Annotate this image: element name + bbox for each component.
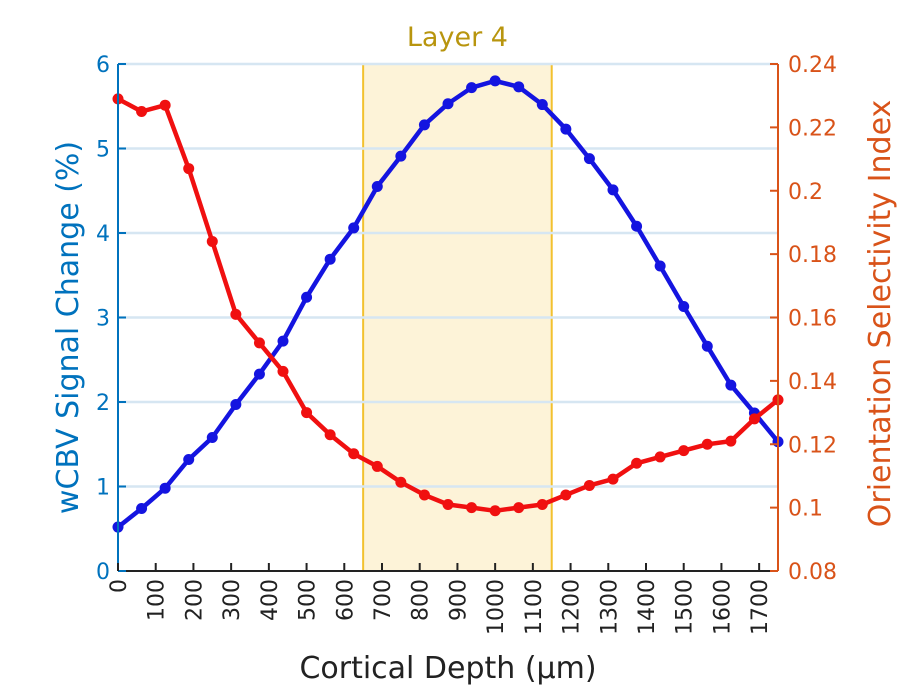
- wcbv-data-point: [395, 150, 407, 162]
- osi-data-point: [418, 489, 430, 501]
- osi-data-point: [536, 498, 548, 510]
- wcbv-data-point: [536, 99, 548, 111]
- osi-data-point: [560, 489, 572, 501]
- osi-data-point: [748, 413, 760, 425]
- wcbv-data-point: [654, 260, 666, 272]
- x-tick-label: 900: [446, 579, 471, 621]
- left-y-tick-label: 4: [96, 222, 110, 247]
- wcbv-data-point: [371, 181, 383, 193]
- x-axis-title: Cortical Depth (μm): [299, 651, 596, 686]
- osi-data-point: [183, 163, 195, 175]
- x-tick-label: 200: [182, 579, 207, 621]
- wcbv-data-point: [701, 340, 713, 352]
- x-tick-label: 0: [107, 579, 132, 593]
- osi-data-point: [371, 460, 383, 472]
- left-y-tick-label: 5: [96, 138, 110, 163]
- x-tick-label: 700: [371, 579, 396, 621]
- osi-data-point: [701, 438, 713, 450]
- grid-lines: [118, 62, 778, 488]
- wcbv-data-point: [466, 82, 478, 94]
- right-y-tick-label: 0.16: [788, 307, 837, 332]
- wcbv-data-point: [206, 431, 218, 443]
- right-y-tick-label: 0.1: [788, 497, 823, 522]
- x-tick-label: 1600: [710, 579, 735, 635]
- series-group: [112, 75, 784, 533]
- osi-data-point: [678, 445, 690, 457]
- left-y-tick-label: 6: [96, 53, 110, 78]
- wcbv-data-point: [230, 399, 242, 411]
- wcbv-data-point: [277, 335, 289, 347]
- osi-data-point: [253, 337, 265, 349]
- wcbv-data-point: [513, 81, 525, 93]
- osi-data-point: [631, 457, 643, 469]
- x-tick-label: 500: [296, 579, 321, 621]
- wcbv-data-point: [136, 502, 148, 514]
- osi-data-point: [277, 365, 289, 377]
- x-tick-label: 1400: [635, 579, 660, 635]
- osi-data-point: [654, 451, 666, 463]
- x-tick-label: 800: [409, 579, 434, 621]
- x-tick-label: 1700: [748, 579, 773, 635]
- osi-data-point: [136, 106, 148, 118]
- osi-data-point: [725, 435, 737, 447]
- wcbv-data-point: [607, 184, 619, 196]
- osi-data-point: [513, 502, 525, 514]
- wcbv-data-point: [631, 220, 643, 232]
- x-tick-label: 100: [145, 579, 170, 621]
- wcbv-data-point: [560, 123, 572, 135]
- wcbv-data-point: [159, 482, 171, 494]
- left-y-tick-label: 1: [96, 476, 110, 501]
- left-y-tick-label: 0: [96, 560, 110, 585]
- right-y-tick-label: 0.08: [788, 560, 837, 585]
- right-y-tick-label: 0.12: [788, 433, 837, 458]
- x-tick-label: 1200: [560, 579, 585, 635]
- osi-data-point: [348, 448, 360, 460]
- osi-data-point: [583, 479, 595, 491]
- right-y-axis-title: Orientation Selectivity Index: [863, 100, 898, 528]
- osi-data-point: [206, 235, 218, 247]
- x-tick-label: 1500: [673, 579, 698, 635]
- x-tick-label: 400: [258, 579, 283, 621]
- osi-data-point: [301, 407, 313, 419]
- band-label: Layer 4: [407, 22, 508, 53]
- wcbv-data-point: [418, 119, 430, 131]
- osi-data-point: [442, 498, 454, 510]
- wcbv-data-point: [489, 75, 501, 87]
- left-y-axis-title: wCBV Signal Change (%): [51, 141, 86, 514]
- axes: 0 1 2 3 4 5 6 0.08 0.1 0.12 0.14 0.16 0.18 0.2 0.22 0.2…: [96, 53, 837, 635]
- osi-data-point: [489, 505, 501, 517]
- right-y-tick-label: 0.22: [788, 116, 837, 141]
- x-tick-label: 1000: [484, 579, 509, 635]
- x-tick-label: 1300: [597, 579, 622, 635]
- osi-data-point: [324, 429, 336, 441]
- wcbv-data-point: [442, 98, 454, 110]
- osi-data-point: [466, 502, 478, 514]
- wcbv-data-point: [725, 379, 737, 391]
- x-tick-label: 600: [333, 579, 358, 621]
- right-y-tick-label: 0.14: [788, 370, 837, 395]
- wcbv-data-point: [678, 301, 690, 313]
- left-y-tick-label: 2: [96, 391, 110, 416]
- right-y-tick-label: 0.24: [788, 53, 837, 78]
- right-y-tick-label: 0.18: [788, 243, 837, 268]
- x-tick-label: 300: [220, 579, 245, 621]
- wcbv-data-point: [183, 453, 195, 465]
- osi-data-point: [607, 473, 619, 485]
- right-y-tick-label: 0.2: [788, 180, 823, 205]
- left-y-tick-label: 3: [96, 307, 110, 332]
- wcbv-data-point: [348, 222, 360, 234]
- wcbv-data-point: [324, 253, 336, 265]
- x-tick-label: 1100: [522, 579, 547, 635]
- osi-data-point: [230, 308, 242, 320]
- wcbv-data-point: [583, 153, 595, 165]
- osi-data-point: [395, 476, 407, 488]
- wcbv-data-point: [253, 368, 265, 380]
- wcbv-data-point: [301, 291, 313, 303]
- osi-data-point: [159, 99, 171, 111]
